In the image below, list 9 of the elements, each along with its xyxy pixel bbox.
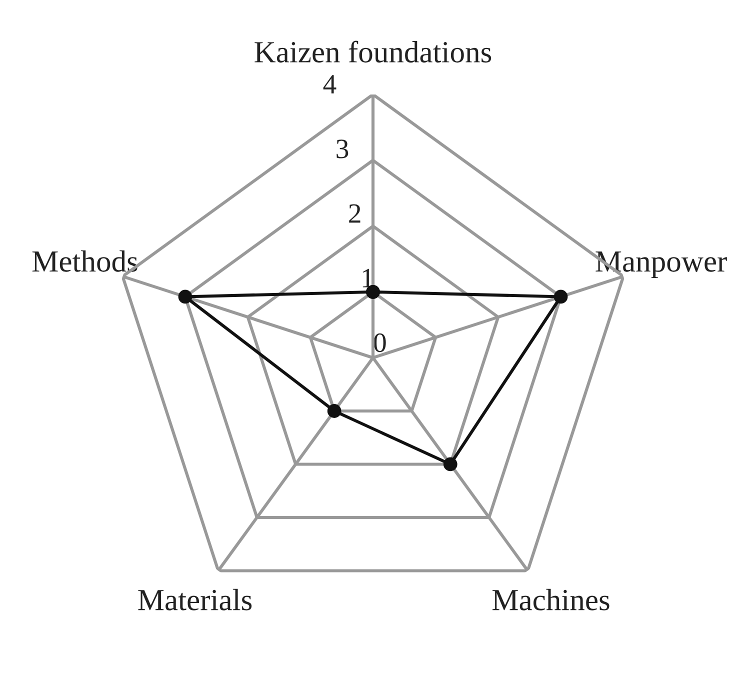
y-tick-label: 3 bbox=[336, 140, 348, 158]
y-tick-label: 2 bbox=[349, 204, 360, 223]
spoke-label: Materials bbox=[138, 588, 252, 610]
spoke-label: Manpower bbox=[596, 252, 727, 278]
spoke-label: Kaizen foundations bbox=[254, 40, 492, 63]
spoke-label: Methods bbox=[32, 250, 138, 272]
spoke-label: Machines bbox=[492, 588, 610, 610]
y-tick-label: 4 bbox=[323, 75, 336, 94]
y-tick-label: 0 bbox=[374, 333, 386, 352]
